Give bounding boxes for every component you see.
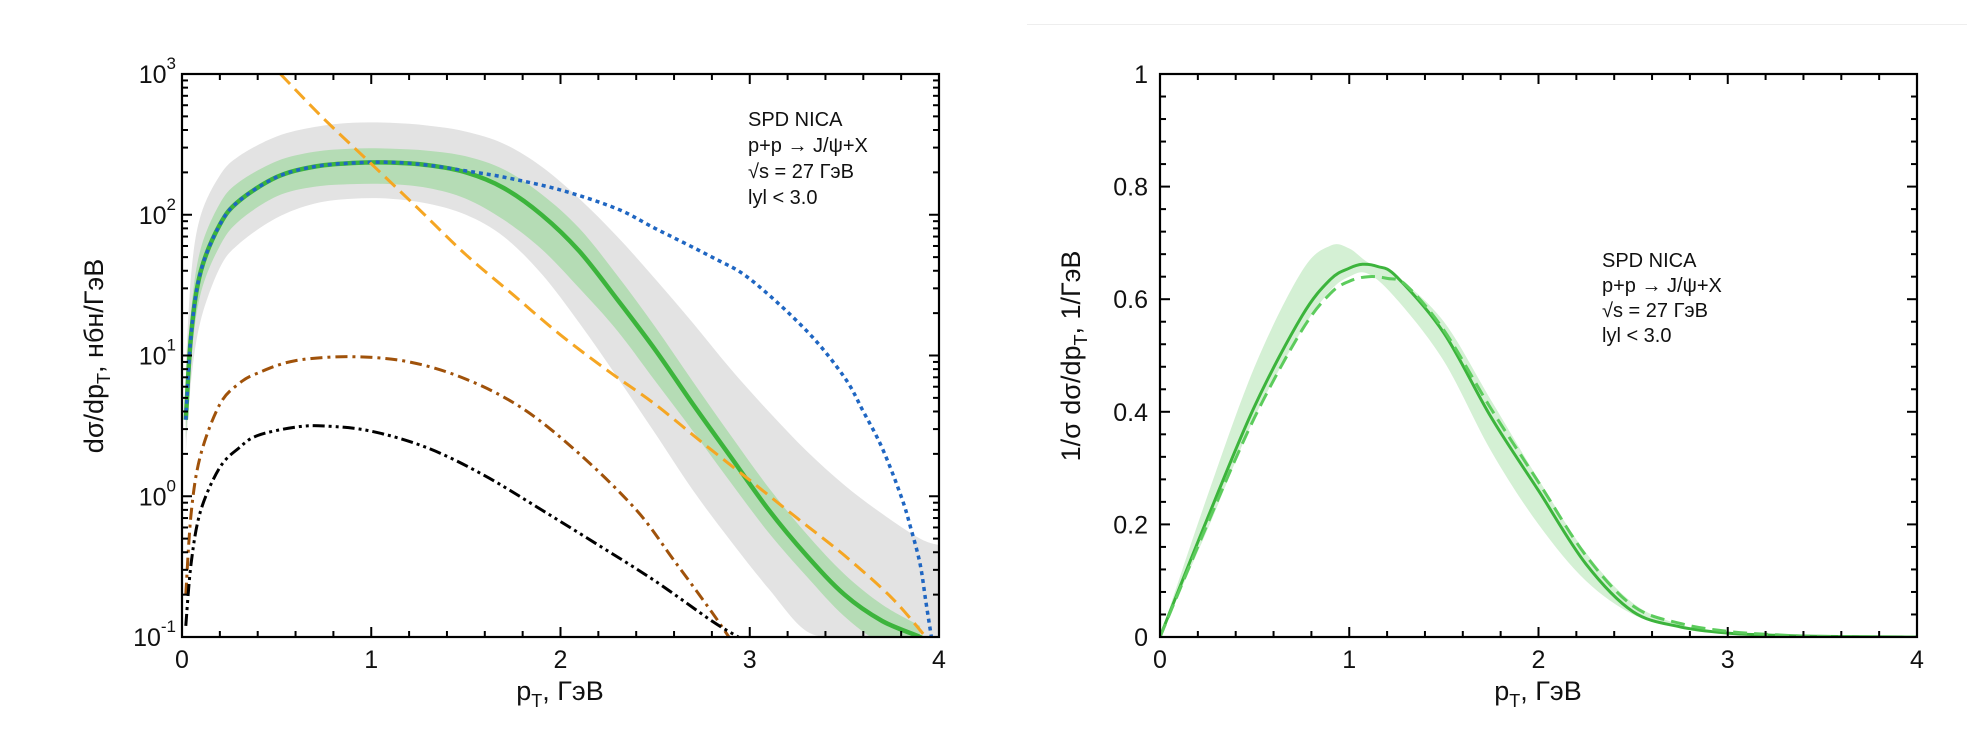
y-tick-label: 1 — [1134, 61, 1148, 89]
left-annotation-line-3: √s = 27 ГэВ — [748, 161, 854, 183]
top-separator-line — [1027, 24, 1967, 25]
series-normalized-dashed — [1160, 275, 1917, 637]
series-total — [183, 160, 925, 637]
left-annotation-line-4: lyl < 3.0 — [748, 187, 817, 209]
right-y-axis-title: 1/σ dσ/dpT, 1/ГэВ — [1056, 251, 1091, 462]
x-tick-label: 2 — [554, 646, 568, 674]
right-chart: 0 0.2 0.4 0.6 0.8 1 0 1 2 3 4 pT, ГэВ 1/σ dσ/dpT,… — [1056, 61, 1924, 711]
right-annotation: SPD NICA p+p → J/ψ+X √s = 27 ГэВ lyl < 3… — [1602, 250, 1722, 347]
y-tick-label: 0.4 — [1113, 399, 1148, 427]
band-normalized-uncertainty — [1160, 244, 1917, 637]
band-scale-uncertainty-green — [185, 148, 921, 637]
series-blue-dotted — [184, 160, 934, 637]
left-ticks — [181, 74, 940, 638]
y-tick-label: 0.2 — [1113, 511, 1148, 539]
right-annotation-line-1: SPD NICA — [1602, 250, 1697, 272]
series-normalized-solid — [1160, 262, 1917, 637]
right-x-axis-title: pT, ГэВ — [1494, 676, 1581, 711]
left-series — [183, 74, 934, 637]
x-tick-label: 3 — [1721, 646, 1735, 674]
series-black-dash-dot-dot — [184, 424, 740, 637]
right-y-tick-labels: 0 0.2 0.4 0.6 0.8 1 — [1113, 61, 1148, 652]
x-tick-label: 2 — [1532, 646, 1546, 674]
left-annotation-line-1: SPD NICA — [748, 109, 843, 131]
right-annotation-line-3: √s = 27 ГэВ — [1602, 300, 1708, 322]
y-tick-label: 103 — [139, 54, 176, 89]
x-tick-label: 0 — [1153, 646, 1167, 674]
y-tick-label: 100 — [139, 476, 176, 511]
x-tick-label: 3 — [743, 646, 757, 674]
y-tick-label: 0.8 — [1113, 174, 1148, 202]
left-y-axis-title: dσ/dpT, нбн/ГэВ — [79, 259, 114, 453]
right-ticks — [1159, 73, 1918, 638]
y-tick-label: 101 — [139, 336, 176, 371]
series-brown-dash-dot — [184, 355, 731, 637]
left-x-tick-labels: 0 1 2 3 4 — [175, 646, 946, 674]
left-y-tick-labels: 103 102 101 100 10-1 — [133, 54, 176, 652]
series-orange-dashed — [279, 74, 927, 637]
left-annotation: SPD NICA p+p → J/ψ+X √s = 27 ГэВ lyl < 3… — [748, 109, 868, 209]
left-x-axis-title: pT, ГэВ — [516, 676, 603, 711]
y-tick-label: 0 — [1134, 624, 1148, 652]
x-tick-label: 1 — [1342, 646, 1356, 674]
x-tick-label: 4 — [932, 646, 946, 674]
right-x-tick-labels: 0 1 2 3 4 — [1153, 646, 1924, 674]
right-annotation-line-4: lyl < 3.0 — [1602, 325, 1671, 347]
y-tick-label: 10-1 — [133, 617, 176, 652]
x-tick-label: 0 — [175, 646, 189, 674]
x-tick-label: 1 — [364, 646, 378, 674]
right-series — [1160, 262, 1917, 637]
x-tick-label: 4 — [1910, 646, 1924, 674]
left-chart: 103 102 101 100 10-1 0 1 2 3 4 pT, ГэВ dσ/dpT, н… — [79, 54, 946, 711]
left-bands — [185, 122, 939, 637]
left-annotation-line-2: p+p → J/ψ+X — [748, 135, 868, 157]
y-tick-label: 0.6 — [1113, 286, 1148, 314]
right-bands — [1160, 244, 1917, 637]
y-tick-label: 102 — [139, 195, 176, 230]
right-annotation-line-2: p+p → J/ψ+X — [1602, 275, 1722, 297]
